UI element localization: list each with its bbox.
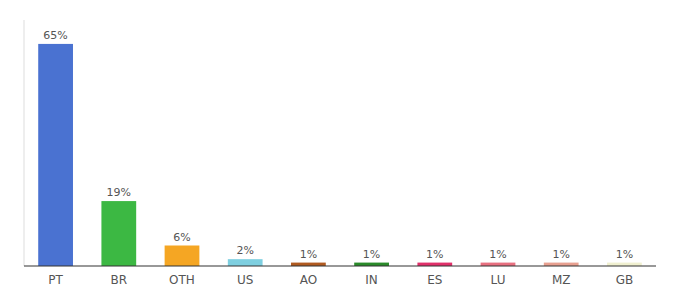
data-label: 1% [426, 248, 443, 261]
labels: 65% 19% 6% 2% 1% 1% 1% 1% 1% 1% [43, 29, 633, 261]
data-label: 65% [43, 29, 67, 42]
x-tick-label: OTH [169, 273, 195, 287]
data-label: 1% [363, 248, 380, 261]
data-label: 2% [236, 244, 253, 257]
data-label: 19% [107, 186, 131, 199]
data-label: 1% [300, 248, 317, 261]
x-tick-label: BR [111, 273, 128, 287]
data-label: 6% [173, 231, 190, 244]
x-tick-label: US [237, 273, 253, 287]
bar [228, 259, 263, 266]
x-tick-label: GB [616, 273, 634, 287]
data-label: 1% [616, 248, 633, 261]
x-axis-line [24, 265, 656, 266]
chart-container: 65% 19% 6% 2% 1% 1% 1% 1% 1% 1% PT BR OTH US AO IN ES LU M… [0, 0, 680, 300]
chart: 65% 19% 6% 2% 1% 1% 1% 1% 1% 1% PT BR OTH US AO IN ES LU M… [0, 0, 680, 300]
x-tick-label: AO [300, 273, 317, 287]
bars [38, 44, 642, 266]
bar [38, 44, 73, 266]
x-tick-label: IN [365, 273, 378, 287]
x-tick-label: LU [491, 273, 506, 287]
data-label: 1% [489, 248, 506, 261]
bar [101, 201, 136, 266]
data-label: 1% [552, 248, 569, 261]
x-tick-labels: PT BR OTH US AO IN ES LU MZ GB [48, 273, 633, 287]
bar [165, 246, 200, 267]
x-tick-label: PT [48, 273, 63, 287]
x-tick-label: ES [427, 273, 442, 287]
x-tick-label: MZ [552, 273, 571, 287]
y-range-line [24, 20, 25, 266]
